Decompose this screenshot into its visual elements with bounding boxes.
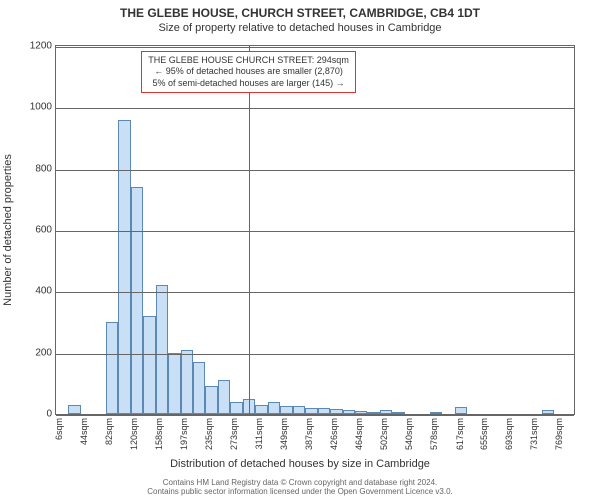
grid-line: [56, 354, 574, 355]
histogram-bar: [455, 407, 467, 414]
x-tick-label: 426sqm: [329, 418, 339, 450]
annotation-line: ← 95% of detached houses are smaller (2,…: [148, 66, 349, 77]
histogram-bar: [68, 405, 80, 414]
histogram-bar: [280, 406, 292, 414]
reference-line: [249, 46, 250, 414]
histogram-bar: [168, 353, 180, 414]
footer-line: Contains HM Land Registry data © Crown c…: [0, 478, 600, 487]
histogram-bar: [255, 405, 267, 414]
x-tick-label: 731sqm: [529, 418, 539, 450]
x-tick-label: 158sqm: [154, 418, 164, 450]
x-tick-label: 464sqm: [354, 418, 364, 450]
histogram-bar: [268, 402, 280, 414]
grid-line: [56, 231, 574, 232]
x-tick-label: 387sqm: [304, 418, 314, 450]
grid-line: [56, 292, 574, 293]
histogram-bar: [305, 408, 317, 414]
x-tick-label: 578sqm: [429, 418, 439, 450]
x-tick-label: 655sqm: [479, 418, 489, 450]
histogram-bar: [118, 120, 130, 414]
x-tick-label: 6sqm: [54, 418, 64, 440]
x-tick-label: 120sqm: [129, 418, 139, 450]
grid-line: [56, 170, 574, 171]
histogram-bar: [218, 380, 230, 414]
histogram-bar: [293, 406, 305, 414]
grid-line: [56, 47, 574, 48]
x-tick-label: 197sqm: [179, 418, 189, 450]
y-tick-label: 1200: [12, 41, 52, 52]
bars-layer: [56, 46, 574, 414]
y-tick-label: 200: [12, 347, 52, 358]
chart-title: THE GLEBE HOUSE, CHURCH STREET, CAMBRIDG…: [0, 6, 600, 20]
chart-subtitle: Size of property relative to detached ho…: [0, 22, 600, 34]
histogram-bar: [156, 285, 168, 414]
x-tick-label: 44sqm: [79, 418, 89, 445]
histogram-bar: [181, 350, 193, 414]
histogram-bar: [193, 362, 205, 414]
histogram-bar: [143, 316, 155, 414]
y-tick-label: 0: [12, 409, 52, 420]
plot-area: THE GLEBE HOUSE CHURCH STREET: 294sqm← 9…: [55, 45, 575, 415]
x-tick-label: 769sqm: [554, 418, 564, 450]
footer-line: Contains public sector information licen…: [0, 487, 600, 496]
x-tick-label: 235sqm: [204, 418, 214, 450]
histogram-bar: [343, 410, 355, 414]
footer-attribution: Contains HM Land Registry data © Crown c…: [0, 478, 600, 496]
histogram-bar: [355, 411, 367, 414]
y-tick-label: 1000: [12, 102, 52, 113]
x-tick-label: 617sqm: [455, 418, 465, 450]
grid-line: [56, 415, 574, 416]
histogram-bar: [330, 409, 342, 414]
x-tick-label: 311sqm: [254, 418, 264, 449]
annotation-box: THE GLEBE HOUSE CHURCH STREET: 294sqm← 9…: [141, 51, 356, 93]
x-tick-label: 349sqm: [279, 418, 289, 450]
histogram-bar: [430, 412, 442, 414]
grid-line: [56, 108, 574, 109]
annotation-line: THE GLEBE HOUSE CHURCH STREET: 294sqm: [148, 55, 349, 66]
histogram-bar: [106, 322, 118, 414]
histogram-bar: [131, 187, 143, 414]
annotation-line: 5% of semi-detached houses are larger (1…: [148, 78, 349, 89]
histogram-bar: [542, 410, 554, 414]
x-tick-label: 540sqm: [404, 418, 414, 450]
y-tick-label: 800: [12, 163, 52, 174]
x-axis-label: Distribution of detached houses by size …: [0, 458, 600, 470]
x-tick-label: 693sqm: [504, 418, 514, 450]
x-tick-label: 82sqm: [104, 418, 114, 445]
x-tick-label: 273sqm: [229, 418, 239, 450]
y-tick-label: 600: [12, 225, 52, 236]
histogram-bar: [318, 408, 330, 414]
y-tick-label: 400: [12, 286, 52, 297]
property-size-histogram: THE GLEBE HOUSE, CHURCH STREET, CAMBRIDG…: [0, 0, 600, 500]
histogram-bar: [380, 410, 392, 414]
histogram-bar: [392, 412, 404, 414]
histogram-bar: [230, 402, 242, 414]
histogram-bar: [205, 386, 217, 414]
x-tick-label: 502sqm: [379, 418, 389, 450]
histogram-bar: [367, 412, 379, 414]
